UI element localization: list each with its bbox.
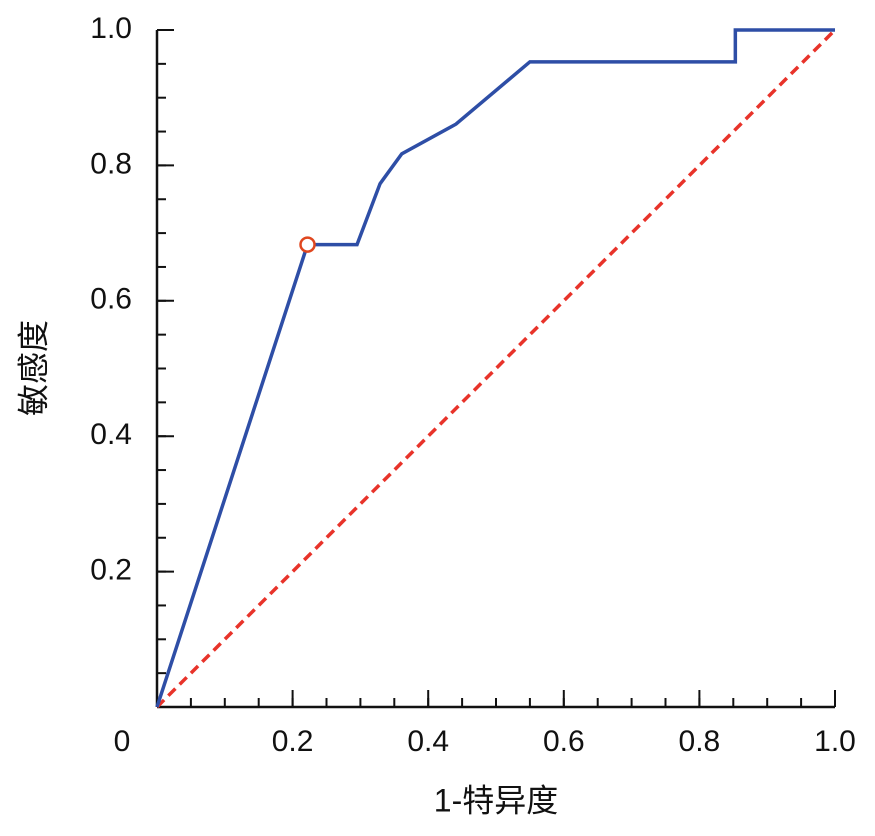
x-tick-label: 1.0	[814, 725, 856, 758]
y-tick-label: 0.8	[90, 147, 132, 180]
x-tick-label: 0.4	[407, 725, 449, 758]
x-axis-title: 1-特异度	[434, 782, 558, 818]
y-tick-label: 0.6	[90, 283, 132, 316]
y-tick-label: 0.4	[90, 418, 132, 451]
roc-line	[155, 28, 837, 709]
optimal-point	[299, 236, 316, 253]
y-tick-label: 1.0	[90, 12, 132, 45]
roc-line	[155, 28, 835, 708]
x-tick-label: 0.6	[543, 725, 585, 758]
x-tick-label: 0.2	[272, 725, 314, 758]
x-tick-label: 0.8	[679, 725, 721, 758]
y-tick-label: 0.2	[90, 554, 132, 587]
y-axis-title: 敏感度	[15, 320, 51, 416]
x-tick-label: 0	[114, 725, 131, 758]
